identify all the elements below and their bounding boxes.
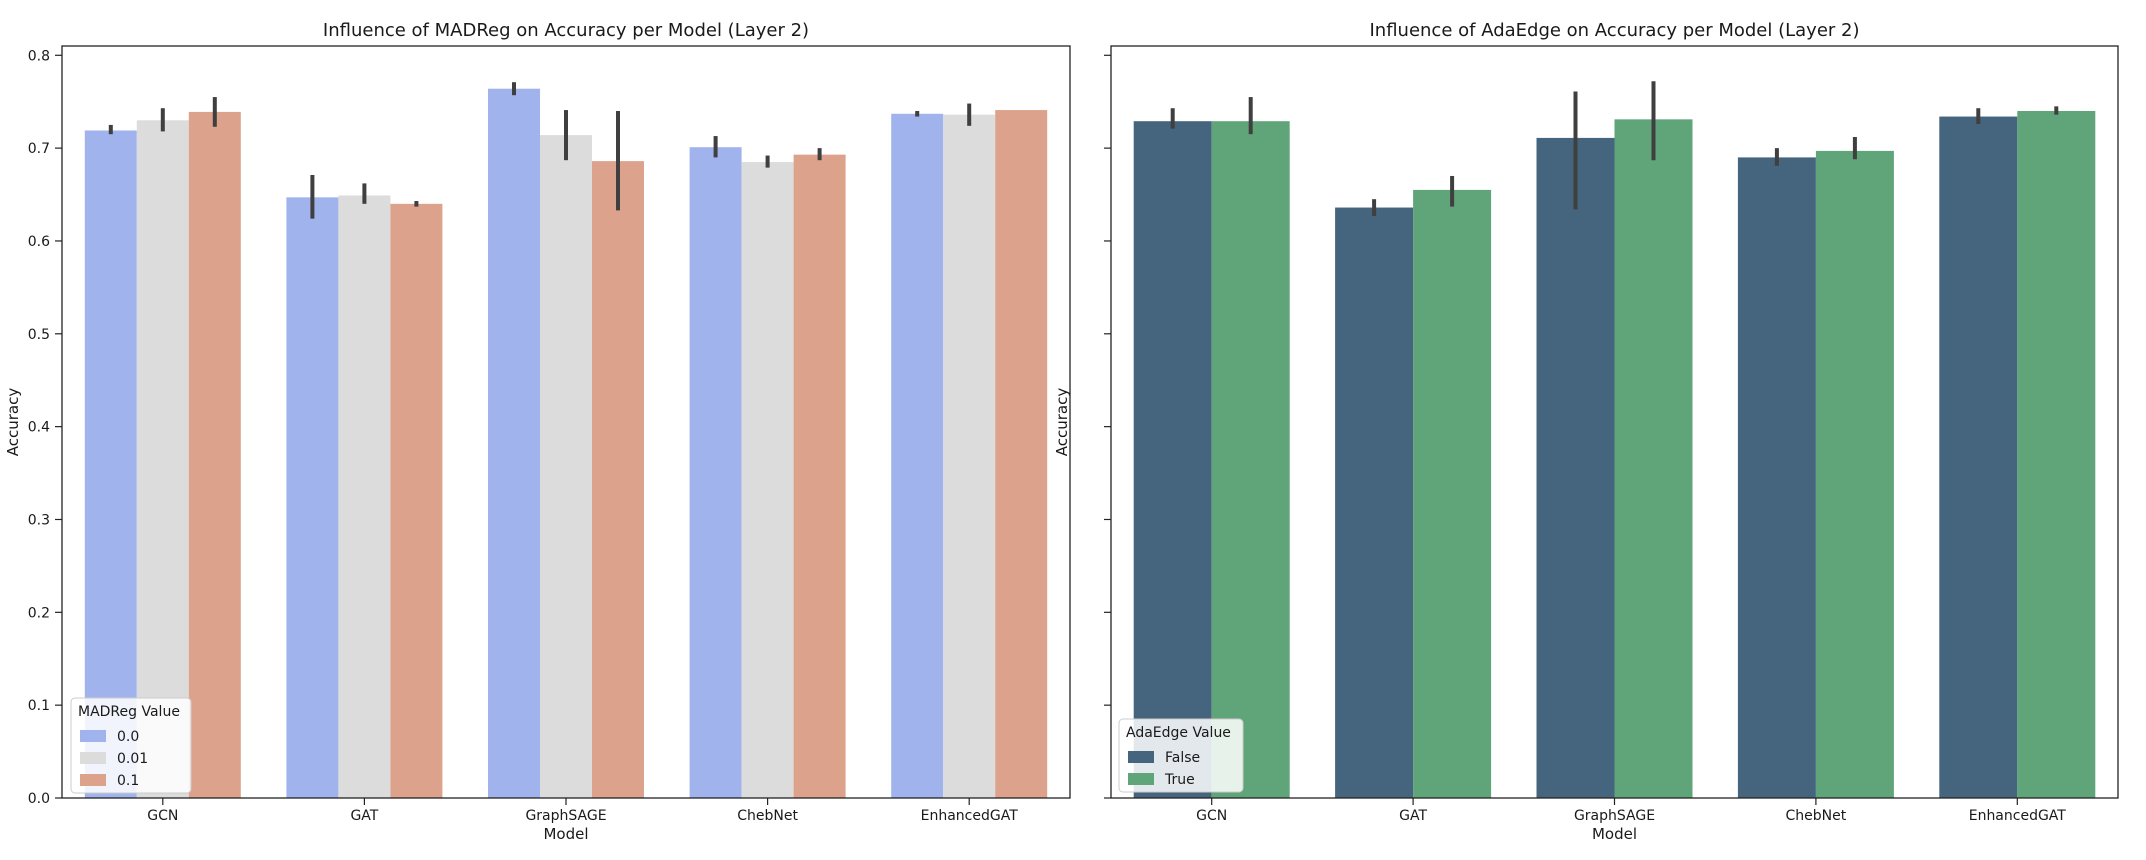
y-tick-label: 0.4 [28, 420, 50, 436]
bar [188, 111, 241, 799]
bar [891, 113, 944, 799]
y-tick-label: 0.0 [28, 791, 50, 807]
bar [592, 161, 644, 799]
y-axis-label: Accuracy [1053, 388, 1071, 457]
legend-label: True [1164, 772, 1195, 788]
legend: MADReg Value 0.0 0.01 0.1 [70, 697, 192, 794]
bar [136, 120, 189, 798]
y-axis-label: Accuracy [4, 388, 22, 457]
bar [1211, 121, 1290, 798]
legend-label: False [1165, 750, 1200, 766]
chart-panel-2: Influence of AdaEdge on Accuracy per Mod… [1053, 20, 2119, 843]
x-tick-label: GCN [1196, 808, 1227, 824]
legend-swatch [80, 774, 106, 786]
axes-frame [61, 45, 1071, 799]
bar [540, 135, 592, 799]
bar [1335, 207, 1414, 798]
bar [286, 197, 339, 799]
bar [1815, 150, 1894, 799]
x-tick-label: EnhancedGAT [921, 808, 1019, 824]
legend-swatch [80, 752, 106, 764]
legend-box [70, 697, 192, 794]
chart-panel-1: Influence of MADReg on Accuracy per Mode… [4, 20, 1071, 843]
y-tick-label: 0.5 [28, 327, 50, 343]
x-tick-label: GAT [1399, 808, 1427, 824]
legend-title: MADReg Value [78, 704, 180, 720]
legend: AdaEdge Value False True [1118, 718, 1244, 793]
x-axis-label: Model [543, 825, 588, 843]
y-tick-label: 0.7 [28, 141, 50, 157]
x-axis-label: Model [1592, 825, 1637, 843]
bar [84, 130, 137, 798]
bar [338, 195, 391, 798]
legend-title: AdaEdge Value [1126, 725, 1231, 741]
bar [2017, 110, 2096, 798]
axes-frame [1110, 45, 2119, 799]
legend-swatch [80, 730, 106, 742]
legend-swatch [1128, 773, 1154, 785]
chart-title: Influence of AdaEdge on Accuracy per Mod… [1369, 20, 1859, 41]
bar [1737, 157, 1816, 798]
legend-label: 0.01 [117, 751, 148, 767]
x-tick-label: GraphSAGE [525, 808, 606, 824]
legend-swatch [1128, 751, 1154, 763]
bar [995, 110, 1048, 798]
x-tick-label: GraphSAGE [1574, 808, 1655, 824]
bar [741, 162, 794, 798]
x-tick-label: GCN [147, 808, 178, 824]
x-tick-label: ChebNet [737, 808, 798, 824]
bar [1939, 116, 2018, 798]
y-tick-label: 0.3 [28, 512, 50, 528]
y-tick-label: 0.8 [28, 48, 50, 64]
legend-label: 0.0 [117, 729, 139, 745]
x-tick-label: GAT [350, 808, 378, 824]
y-tick-label: 0.2 [28, 605, 50, 621]
y-tick-label: 0.1 [28, 698, 50, 714]
legend-label: 0.1 [117, 773, 139, 789]
bar [1536, 137, 1615, 798]
bar [1133, 121, 1212, 798]
x-tick-label: EnhancedGAT [1969, 808, 2067, 824]
bar [1413, 189, 1492, 798]
bar [943, 114, 996, 798]
bar [1614, 119, 1693, 799]
chart-title: Influence of MADReg on Accuracy per Mode… [323, 20, 809, 41]
bar [390, 203, 443, 799]
bar [488, 88, 540, 798]
bar [793, 154, 846, 799]
bar [689, 147, 742, 798]
y-tick-label: 0.6 [28, 234, 50, 250]
x-tick-label: ChebNet [1786, 808, 1847, 824]
